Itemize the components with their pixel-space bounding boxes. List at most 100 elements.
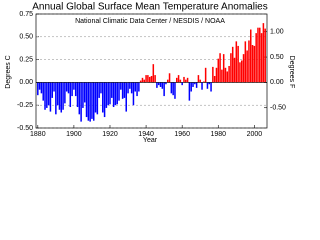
bar (71, 82, 73, 97)
bar (215, 67, 218, 83)
bar (112, 82, 115, 108)
bar (154, 75, 156, 83)
bar (210, 82, 212, 92)
bar (224, 67, 227, 83)
bar (92, 82, 95, 121)
chart-subtitle: National Climatic Data Center / NESDIS /… (75, 18, 225, 25)
x-tick-label: 1880 (30, 131, 46, 138)
bar (80, 82, 82, 122)
bar (73, 82, 75, 90)
bar (127, 82, 129, 94)
bar (212, 66, 214, 83)
y2-tick-label: 0.50 (270, 54, 284, 61)
bar (103, 82, 106, 118)
bar (183, 76, 185, 83)
x-tick-label: 1920 (102, 131, 118, 138)
bar (85, 82, 88, 118)
bar (163, 82, 165, 97)
bar (69, 82, 72, 108)
bar (186, 77, 189, 83)
bar (239, 62, 241, 83)
bar (38, 82, 41, 90)
bar (102, 82, 104, 113)
bar (185, 79, 187, 83)
bar (76, 82, 79, 108)
bar (235, 41, 238, 83)
bar (195, 82, 198, 88)
bar (40, 82, 43, 94)
bar (213, 76, 216, 83)
bar (172, 82, 174, 96)
chart-title: Annual Global Surface Mean Temperature A… (32, 2, 268, 13)
bar (49, 82, 52, 112)
y2-axis-label: Degrees F (288, 56, 295, 89)
bar (136, 82, 138, 97)
bar (226, 71, 229, 83)
bar (139, 80, 142, 83)
bar (255, 33, 257, 83)
bar (123, 82, 126, 98)
bar (199, 79, 201, 83)
bar (109, 82, 111, 105)
bar (105, 82, 108, 108)
bar (168, 73, 171, 83)
bar (219, 53, 221, 83)
y-tick-label: 0.00 (19, 79, 33, 86)
bar (60, 82, 63, 113)
bar (116, 82, 118, 105)
bar (62, 82, 64, 110)
bar (134, 82, 137, 92)
chart: Annual Global Surface Mean Temperature A… (5, 2, 295, 144)
bar (170, 82, 173, 94)
y-tick-label: -0.50 (17, 125, 33, 132)
bar (78, 82, 81, 115)
bar (253, 45, 256, 83)
bar (197, 75, 200, 83)
bar (248, 40, 250, 83)
bar (125, 82, 127, 112)
bar (179, 79, 182, 83)
y2-tick-label: 1.00 (270, 29, 284, 36)
y-tick-label: 0.25 (19, 56, 33, 63)
x-tick-label: 1940 (138, 131, 154, 138)
bar (64, 82, 66, 104)
bar (42, 82, 44, 101)
bar (120, 82, 122, 90)
bar (44, 82, 46, 110)
bar (192, 82, 194, 87)
bar (251, 45, 254, 83)
bar (107, 82, 109, 106)
bar (37, 82, 39, 96)
bar (96, 82, 99, 115)
bar (222, 54, 225, 83)
bar (201, 82, 203, 90)
bar (230, 53, 232, 83)
plot-frame (35, 13, 268, 129)
bar (51, 82, 54, 98)
bar (231, 46, 234, 83)
bar (259, 27, 261, 83)
bar (177, 75, 180, 83)
bar (53, 82, 55, 92)
bar (152, 64, 155, 83)
bar (46, 82, 48, 108)
page: Annual Global Surface Mean Temperature A… (4, 1, 296, 144)
bar (83, 82, 86, 103)
bar (188, 82, 191, 101)
x-axis-label: Year (143, 137, 158, 144)
x-tick-label: 1980 (210, 131, 226, 138)
x-tick-label: 1900 (66, 131, 82, 138)
bar (161, 82, 164, 89)
bar (47, 82, 50, 106)
bar (157, 82, 160, 86)
bar (166, 79, 169, 83)
bar (217, 58, 220, 83)
y-tick-label: -0.25 (17, 102, 33, 109)
bar (87, 82, 90, 121)
bar (233, 57, 236, 83)
bar (148, 76, 151, 83)
bar (91, 82, 93, 119)
bar (240, 60, 243, 83)
bar (194, 82, 196, 85)
bar (262, 23, 265, 83)
